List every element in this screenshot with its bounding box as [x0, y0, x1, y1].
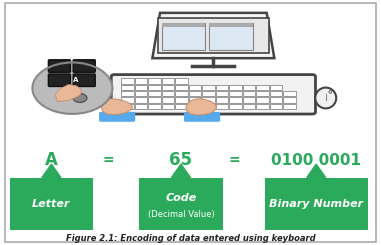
Text: =: = [103, 153, 114, 168]
FancyBboxPatch shape [162, 23, 205, 27]
FancyBboxPatch shape [243, 104, 255, 109]
FancyBboxPatch shape [48, 60, 70, 72]
Ellipse shape [329, 90, 332, 93]
FancyBboxPatch shape [216, 91, 228, 96]
FancyBboxPatch shape [189, 85, 201, 90]
FancyBboxPatch shape [189, 104, 201, 109]
FancyBboxPatch shape [202, 91, 215, 96]
FancyBboxPatch shape [148, 97, 161, 103]
FancyBboxPatch shape [202, 85, 215, 90]
FancyBboxPatch shape [270, 85, 282, 90]
FancyBboxPatch shape [121, 104, 134, 109]
FancyBboxPatch shape [135, 85, 147, 90]
FancyBboxPatch shape [283, 97, 296, 103]
FancyBboxPatch shape [270, 104, 282, 109]
Text: A: A [45, 151, 58, 170]
Polygon shape [186, 99, 216, 115]
FancyBboxPatch shape [184, 112, 220, 122]
Text: A: A [73, 77, 78, 83]
FancyBboxPatch shape [162, 85, 174, 90]
Text: Binary Number: Binary Number [269, 199, 363, 209]
FancyBboxPatch shape [265, 178, 368, 230]
FancyBboxPatch shape [202, 104, 215, 109]
FancyBboxPatch shape [135, 97, 147, 103]
FancyBboxPatch shape [148, 91, 161, 96]
FancyBboxPatch shape [189, 91, 201, 96]
Text: Code: Code [165, 193, 197, 203]
FancyBboxPatch shape [209, 23, 253, 49]
FancyBboxPatch shape [162, 78, 174, 84]
FancyBboxPatch shape [175, 91, 188, 96]
FancyBboxPatch shape [121, 85, 134, 90]
FancyBboxPatch shape [121, 97, 134, 103]
FancyBboxPatch shape [216, 97, 228, 103]
FancyBboxPatch shape [175, 104, 188, 109]
FancyBboxPatch shape [135, 78, 147, 84]
FancyBboxPatch shape [121, 91, 134, 96]
Polygon shape [101, 99, 133, 115]
FancyBboxPatch shape [243, 85, 255, 90]
FancyBboxPatch shape [175, 78, 188, 84]
Circle shape [73, 94, 87, 102]
FancyBboxPatch shape [162, 97, 174, 103]
FancyBboxPatch shape [283, 104, 296, 109]
Polygon shape [307, 164, 326, 178]
FancyBboxPatch shape [243, 97, 255, 103]
FancyBboxPatch shape [202, 97, 215, 103]
FancyBboxPatch shape [216, 104, 228, 109]
FancyBboxPatch shape [148, 78, 161, 84]
FancyBboxPatch shape [73, 60, 95, 72]
FancyBboxPatch shape [256, 91, 269, 96]
FancyBboxPatch shape [111, 75, 315, 114]
FancyBboxPatch shape [162, 104, 174, 109]
FancyBboxPatch shape [99, 112, 135, 122]
FancyBboxPatch shape [256, 85, 269, 90]
FancyBboxPatch shape [148, 104, 161, 109]
FancyBboxPatch shape [209, 23, 253, 27]
FancyBboxPatch shape [5, 3, 376, 242]
FancyBboxPatch shape [135, 104, 147, 109]
FancyBboxPatch shape [175, 85, 188, 90]
Text: Letter: Letter [32, 199, 70, 209]
FancyBboxPatch shape [189, 97, 201, 103]
FancyBboxPatch shape [229, 104, 242, 109]
FancyBboxPatch shape [270, 91, 282, 96]
Polygon shape [42, 164, 61, 178]
FancyBboxPatch shape [10, 178, 93, 230]
FancyBboxPatch shape [229, 97, 242, 103]
FancyBboxPatch shape [283, 91, 296, 96]
FancyBboxPatch shape [229, 85, 242, 90]
FancyBboxPatch shape [243, 91, 255, 96]
FancyBboxPatch shape [175, 97, 188, 103]
FancyBboxPatch shape [256, 104, 269, 109]
FancyBboxPatch shape [162, 23, 205, 49]
FancyBboxPatch shape [229, 91, 242, 96]
FancyBboxPatch shape [121, 78, 134, 84]
FancyBboxPatch shape [158, 18, 269, 53]
FancyBboxPatch shape [148, 85, 161, 90]
FancyBboxPatch shape [256, 97, 269, 103]
FancyBboxPatch shape [162, 91, 174, 96]
Text: Figure 2.1: Encoding of data entered using keyboard: Figure 2.1: Encoding of data entered usi… [66, 234, 315, 243]
FancyBboxPatch shape [139, 178, 223, 230]
Text: 0100 0001: 0100 0001 [271, 153, 361, 168]
Ellipse shape [315, 88, 336, 108]
Polygon shape [55, 85, 82, 102]
FancyBboxPatch shape [135, 91, 147, 96]
FancyBboxPatch shape [270, 97, 282, 103]
Text: 65: 65 [170, 151, 192, 170]
FancyBboxPatch shape [48, 74, 70, 86]
Text: (Decimal Value): (Decimal Value) [147, 210, 215, 219]
FancyBboxPatch shape [73, 74, 95, 86]
FancyBboxPatch shape [216, 85, 228, 90]
Text: =: = [229, 153, 240, 168]
Polygon shape [171, 164, 190, 178]
Polygon shape [152, 13, 274, 58]
Circle shape [32, 62, 112, 114]
